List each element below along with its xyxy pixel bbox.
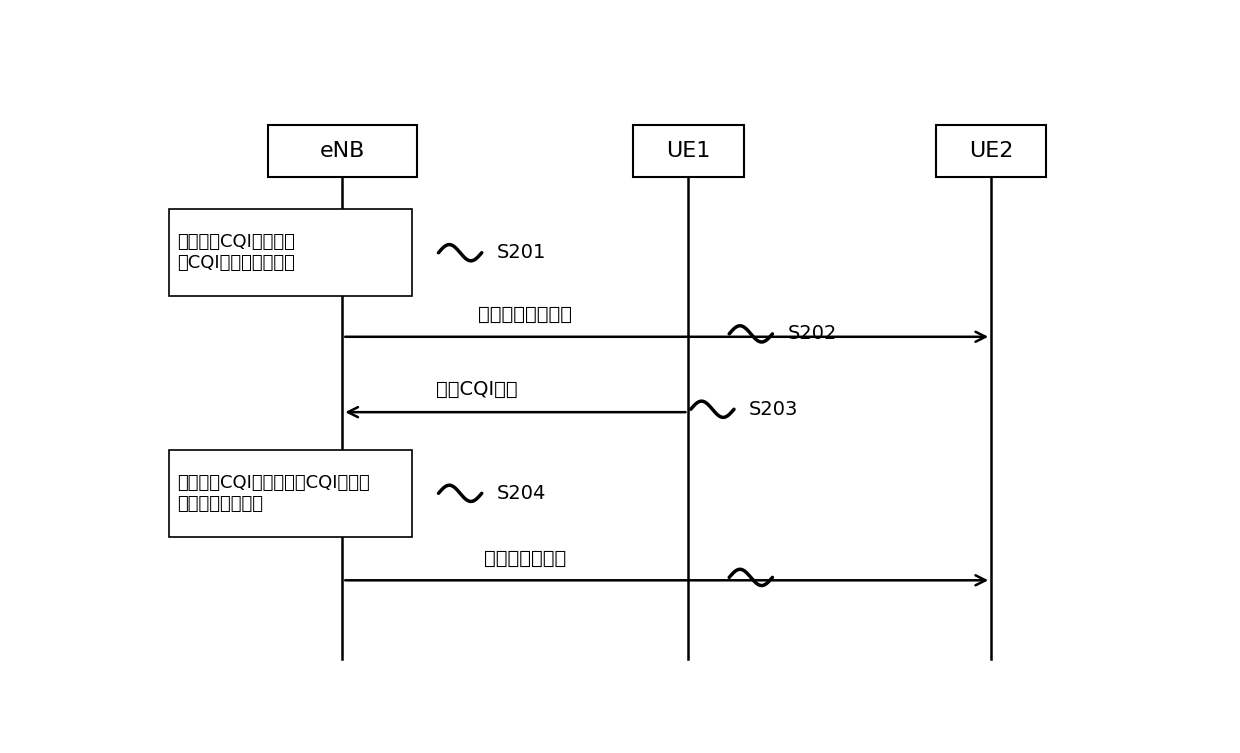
Text: UE2: UE2 xyxy=(968,142,1013,161)
Bar xyxy=(936,125,1047,178)
Text: eNB: eNB xyxy=(320,142,365,161)
Bar xyxy=(268,125,417,178)
Text: S201: S201 xyxy=(497,243,546,262)
Bar xyxy=(170,450,412,537)
Text: S204: S204 xyxy=(497,484,546,503)
Text: UE1: UE1 xyxy=(666,142,711,161)
Text: 干扰CQI信息: 干扰CQI信息 xyxy=(436,380,518,399)
Text: S202: S202 xyxy=(787,325,837,343)
Bar xyxy=(634,125,744,178)
Text: 小区特定参考信号: 小区特定参考信号 xyxy=(477,305,572,324)
Text: S203: S203 xyxy=(749,400,799,419)
Text: 根据第二CQI信息和干扰CQI信息作
出配对和调度决定: 根据第二CQI信息和干扰CQI信息作 出配对和调度决定 xyxy=(177,474,370,513)
Bar xyxy=(170,209,412,296)
Text: 根据第一CQI信息和第
二CQI信息进行预配对: 根据第一CQI信息和第 二CQI信息进行预配对 xyxy=(177,233,295,272)
Text: 配对和调度决定: 配对和调度决定 xyxy=(484,548,567,568)
